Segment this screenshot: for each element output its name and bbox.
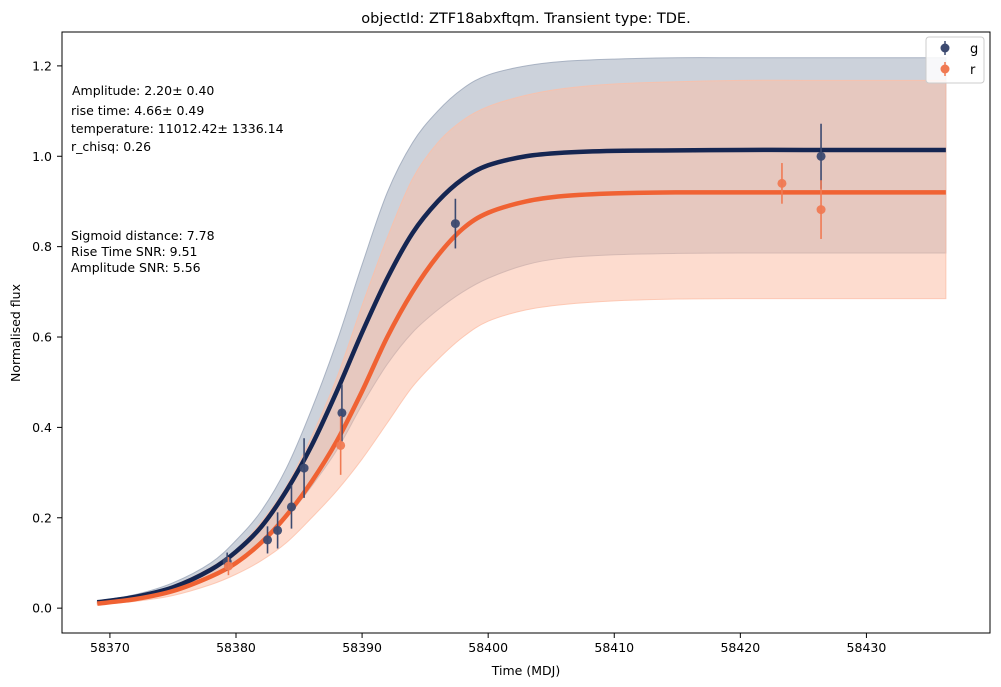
legend-box <box>925 36 985 84</box>
data-point-g-2 <box>273 525 283 535</box>
data-point-r-1 <box>336 440 346 450</box>
y-tick-label-4: 0.8 <box>32 239 52 254</box>
y-tick-label-1: 0.2 <box>32 510 52 525</box>
data-point-g-5 <box>337 408 347 418</box>
x-tick-label-0: 58370 <box>90 640 130 655</box>
x-tick-label-3: 58400 <box>468 640 508 655</box>
legend-r-label: r <box>970 63 976 78</box>
plot-area <box>96 57 947 606</box>
x-axis-label: Time (MDJ) <box>491 663 560 678</box>
x-tick-label-4: 58410 <box>594 640 634 655</box>
axes-frame <box>61 31 991 634</box>
legend-g-marker <box>940 43 950 53</box>
y-tick-label-6: 1.2 <box>32 58 52 73</box>
data-point-g-3 <box>286 502 296 512</box>
legend-r-marker <box>940 64 950 74</box>
chart-title: objectId: ZTF18abxftqm. Transient type: … <box>361 11 690 27</box>
y-axis-label: Normalised flux <box>8 284 23 382</box>
data-point-r-3 <box>816 205 826 215</box>
x-tick-label-2: 58390 <box>342 640 382 655</box>
annotation-rise-time: rise time: 4.66± 0.49 <box>71 103 204 118</box>
data-point-r-0 <box>223 561 233 571</box>
data-point-g-7 <box>816 151 826 161</box>
data-point-g-6 <box>450 219 460 229</box>
annotation-r-chisq: r_chisq: 0.26 <box>71 139 151 154</box>
annotation-amplitude: Amplitude: 2.20± 0.40 <box>72 83 214 98</box>
data-point-g-4 <box>299 463 309 473</box>
annotation-sigmoid-distance: Sigmoid distance: 7.78 <box>71 228 215 243</box>
data-point-g-1 <box>263 535 273 545</box>
x-tick-label-1: 58380 <box>216 640 256 655</box>
annotation-rise-time-snr: Rise Time SNR: 9.51 <box>71 244 198 259</box>
model-curve-g <box>96 147 946 605</box>
annotation-amplitude-snr: Amplitude SNR: 5.56 <box>71 260 201 275</box>
x-tick-label-6: 58430 <box>847 640 887 655</box>
x-axis: 58370 58380 58390 58400 58410 58420 58430 <box>90 633 886 655</box>
y-tick-label-5: 1.0 <box>32 149 52 164</box>
annotation-temperature: temperature: 11012.42± 1336.14 <box>71 121 284 136</box>
fit-annotations: Amplitude: 2.20± 0.40 rise time: 4.66± 0… <box>71 83 284 275</box>
legend-g-label: g <box>970 42 978 57</box>
y-tick-label-3: 0.6 <box>32 330 52 345</box>
y-tick-label-2: 0.4 <box>32 420 52 435</box>
y-axis: 0.0 0.2 0.4 0.6 0.8 1.0 1.2 <box>32 58 62 616</box>
y-tick-label-0: 0.0 <box>32 601 52 616</box>
x-tick-label-5: 58420 <box>720 640 760 655</box>
legend: g r <box>925 36 985 84</box>
data-point-r-2 <box>777 178 787 188</box>
